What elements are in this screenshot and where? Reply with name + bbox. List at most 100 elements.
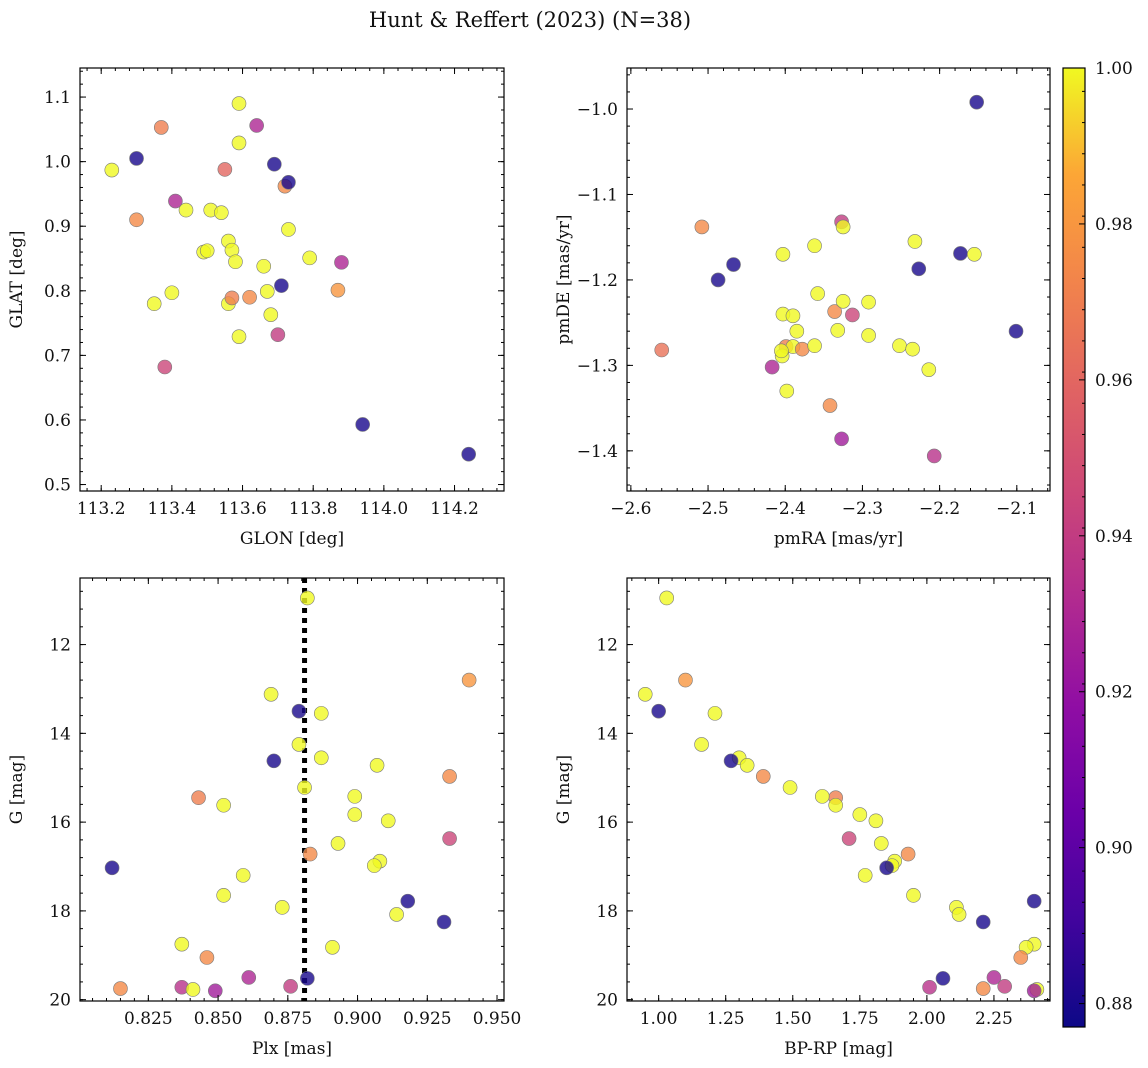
x-tick-label: −2.2 [919, 499, 960, 519]
data-point-35 [922, 979, 937, 995]
panel-glon-glat: 113.2 113.4 113.6 113.8 114.0 114.2 0.5 0.6 0.7 0… [7, 67, 505, 549]
data-point-9 [442, 769, 457, 784]
data-point-27 [892, 338, 907, 354]
y-axis-label: pmDE [mas/yr] [554, 214, 574, 344]
data-point-6 [168, 193, 183, 209]
data-point-33 [302, 250, 317, 266]
data-point-32 [300, 971, 315, 986]
x-tick-label: −2.1 [996, 499, 1037, 519]
data-point-18 [861, 294, 876, 310]
data-point-4 [726, 257, 741, 272]
x-tick-label: −2.3 [842, 499, 883, 519]
y-tick-label: 0.6 [44, 411, 71, 431]
data-point-30 [764, 359, 780, 375]
y-tick-label: 16 [596, 813, 618, 833]
data-point-10 [297, 780, 312, 795]
data-point-31 [986, 970, 1002, 985]
x-tick-label: 0.925 [403, 1009, 452, 1029]
x-tick-label: 0.850 [194, 1009, 243, 1029]
data-point-36 [185, 982, 201, 997]
data-point-12 [814, 789, 830, 804]
data-point-15 [868, 813, 884, 829]
data-point-21 [879, 860, 894, 876]
x-tick-label: 114.0 [360, 499, 409, 519]
data-point-8 [807, 238, 822, 254]
data-point-7 [775, 246, 791, 262]
data-point-3 [710, 272, 726, 288]
data-point-25 [259, 284, 275, 299]
data-point-19 [845, 307, 860, 323]
data-point-27 [267, 156, 282, 172]
data-point-37 [774, 343, 789, 359]
x-tick-label: 113.8 [289, 499, 338, 519]
y-tick-label: 1.1 [44, 88, 71, 108]
colorbar-tick-label: 0.90 [1095, 839, 1133, 859]
y-tick-label: −1.0 [577, 100, 618, 120]
data-point-11 [953, 246, 968, 261]
colorbar-tick-label: 0.98 [1095, 215, 1133, 235]
ticks [627, 68, 1050, 491]
data-point-24 [1026, 893, 1042, 909]
data-point-2 [654, 342, 670, 358]
data-point-31 [241, 970, 257, 985]
data-point-24 [256, 258, 272, 274]
data-point-22 [861, 328, 876, 343]
data-point-12 [347, 789, 363, 804]
data-point-16 [442, 831, 457, 846]
axes-frame [626, 67, 1051, 492]
data-point-31 [281, 175, 296, 190]
data-point-15 [785, 308, 801, 324]
data-point-3 [153, 120, 169, 135]
x-tick-label: 0.900 [333, 1009, 382, 1029]
y-tick-label: 12 [596, 636, 618, 656]
data-point-32 [935, 971, 951, 986]
y-axis-label: GLAT [deg] [7, 230, 27, 328]
points [654, 94, 1024, 464]
data-point-29 [325, 939, 340, 955]
data-point-32 [1008, 323, 1024, 339]
data-point-4 [313, 706, 329, 721]
ticks [80, 578, 504, 1001]
data-point-31 [921, 362, 937, 377]
x-tick-label: 2.00 [908, 1009, 946, 1029]
data-point-4 [146, 296, 162, 312]
data-point-30 [199, 950, 215, 965]
data-point-24 [400, 893, 416, 909]
data-point-2 [263, 686, 279, 702]
figure-title: Hunt & Reffert (2023) (N=38) [369, 8, 691, 32]
data-point-16 [228, 254, 243, 270]
colorbar: 0.88 0.90 0.92 0.94 0.96 0.98 1.00 [1062, 59, 1133, 1028]
data-point-18 [224, 290, 240, 306]
points [637, 590, 1045, 999]
x-tick-label: 1.75 [841, 1009, 879, 1029]
axes-frame [626, 577, 1051, 1002]
x-tick-label: 113.6 [218, 499, 267, 519]
data-point-34 [822, 398, 838, 413]
data-point-2 [637, 686, 653, 702]
data-point-0 [659, 590, 674, 606]
data-point-14 [852, 807, 868, 822]
data-point-10 [782, 780, 798, 795]
data-point-18 [900, 846, 916, 862]
data-point-33 [997, 979, 1012, 994]
y-tick-label: −1.2 [577, 271, 618, 291]
y-tick-label: 0.9 [44, 217, 71, 237]
data-point-36 [926, 448, 942, 464]
colorbar-fill [1063, 68, 1085, 1027]
x-tick-label: −2.4 [765, 499, 806, 519]
x-tick-label: 1.50 [774, 1009, 812, 1029]
data-point-7 [157, 359, 173, 375]
data-point-15 [380, 813, 396, 829]
data-point-20 [789, 323, 805, 339]
data-point-36 [355, 417, 370, 432]
y-tick-label: 18 [49, 902, 71, 922]
data-point-10 [199, 243, 215, 259]
data-point-33 [283, 979, 298, 994]
y-tick-label: 0.7 [44, 346, 71, 366]
x-tick-label: 1.25 [707, 1009, 745, 1029]
data-point-0 [300, 590, 315, 606]
data-point-25 [794, 341, 810, 357]
data-point-37 [461, 446, 476, 462]
ticks [627, 578, 1050, 1001]
y-tick-label: 18 [596, 902, 618, 922]
